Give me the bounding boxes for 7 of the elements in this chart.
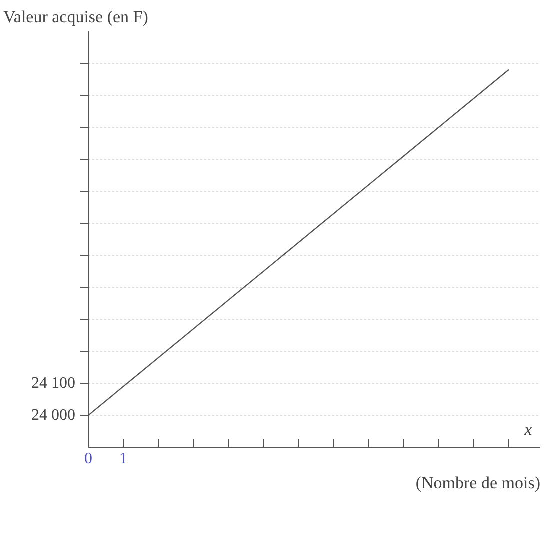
annotation: x [524, 420, 533, 440]
y-tick-label: 24 000 [32, 407, 76, 424]
x-tick-label: 0 [84, 450, 92, 468]
x-tick-label: 1 [120, 450, 128, 468]
y-axis-title: Valeur acquise (en F) [4, 8, 148, 26]
y-tick-label: 24 100 [32, 375, 76, 392]
x-axis-title: (Nombre de mois) [416, 474, 541, 492]
